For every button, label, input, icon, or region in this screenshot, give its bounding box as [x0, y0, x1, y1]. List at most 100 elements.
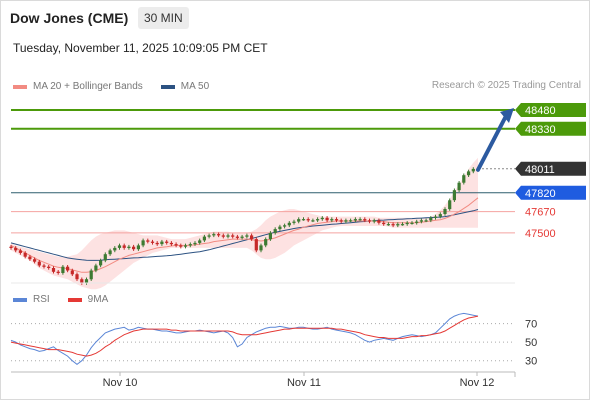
candle-body — [66, 266, 70, 271]
candle-body — [311, 220, 315, 222]
candle-body — [250, 235, 254, 240]
candle-body — [419, 220, 423, 222]
ma20-line — [10, 197, 479, 273]
timestamp: Tuesday, November 11, 2025 10:09:05 PM C… — [13, 41, 268, 55]
candle-body — [127, 246, 131, 248]
candle-body — [467, 171, 471, 176]
candle-body — [61, 266, 65, 273]
candle-body — [325, 217, 329, 221]
legend-swatch-ma20 — [13, 84, 27, 89]
candle-body — [37, 261, 41, 266]
candle-body — [231, 235, 235, 237]
candle-body — [56, 271, 60, 273]
candle-body — [84, 279, 89, 283]
forecast-arrowhead — [500, 108, 514, 124]
legend-swatch-rsi — [13, 297, 27, 302]
candle-body — [278, 226, 282, 230]
candle-body — [297, 219, 301, 222]
ma50-line — [10, 209, 479, 261]
candle-body — [122, 245, 126, 248]
candle-body — [339, 220, 343, 222]
candle-body — [396, 224, 400, 226]
level-label-47820: 47820 — [525, 188, 556, 200]
candle-body — [9, 246, 13, 248]
candle-body — [183, 245, 188, 247]
candle-body — [89, 270, 93, 280]
legend-label-9ma: 9MA — [87, 294, 109, 305]
candle-body — [287, 222, 291, 226]
candle-body — [320, 217, 324, 220]
candle-body — [212, 234, 216, 236]
candle-body — [198, 240, 202, 243]
forecast-arrow — [476, 114, 508, 172]
candle-body — [202, 236, 206, 241]
candle-body — [301, 219, 306, 221]
candle-body — [443, 209, 447, 214]
candle-body — [363, 219, 367, 221]
rsi-series-rsi — [10, 312, 479, 366]
rsi-tick-label: 30 — [525, 356, 537, 368]
candle-body — [179, 245, 183, 247]
price-legend: MA 20 + Bollinger Bands MA 50 — [13, 81, 227, 92]
x-tick-label: Nov 10 — [103, 377, 138, 389]
candle-body — [165, 241, 169, 243]
candle-body — [235, 236, 239, 238]
candle-body — [141, 240, 145, 246]
candle-body — [240, 236, 244, 238]
candle-body — [99, 260, 103, 266]
candle-body — [273, 229, 277, 233]
x-tick-label: Nov 11 — [287, 377, 321, 389]
candle-body — [268, 232, 272, 240]
legend-swatch-9ma — [67, 297, 82, 302]
candle-body — [292, 221, 296, 223]
candle-body — [18, 250, 22, 253]
level-tag-48011 — [515, 161, 586, 176]
candle-body — [438, 214, 442, 217]
candle-body — [316, 219, 320, 221]
candle-body — [150, 241, 155, 243]
candle-body — [80, 279, 84, 283]
level-label-48330: 48330 — [525, 124, 556, 136]
candle-body — [47, 266, 51, 268]
legend-label-rsi: RSI — [33, 294, 50, 305]
level-tag-48330 — [515, 121, 586, 136]
candle-body — [193, 242, 197, 245]
candle-body — [386, 224, 390, 226]
candle-body — [353, 219, 357, 221]
candle-body — [330, 219, 334, 221]
candle-body — [51, 268, 56, 272]
candle-body — [207, 235, 211, 237]
candle-body — [452, 190, 456, 201]
candle-body — [70, 270, 74, 275]
candle-body — [334, 219, 339, 221]
candle-body — [174, 244, 178, 246]
candle-body — [14, 247, 18, 251]
candle-body — [136, 245, 140, 250]
candle-body — [245, 235, 249, 237]
candle-body — [367, 220, 372, 222]
candle-body — [448, 200, 452, 210]
candle-body — [155, 242, 159, 245]
legend-label-ma50: MA 50 — [180, 81, 210, 92]
candle-body — [132, 246, 136, 250]
timeframe-badge[interactable]: 30 MIN — [138, 7, 189, 29]
level-tag-47820 — [515, 185, 586, 200]
rsi-tick-label: 70 — [525, 319, 537, 331]
candle-body — [377, 220, 381, 223]
candle-body — [226, 235, 230, 237]
candle-body — [457, 182, 461, 191]
candle-body — [103, 254, 107, 261]
candle-body — [429, 217, 433, 221]
rsi-series-9ma — [10, 315, 479, 357]
candle-body — [382, 222, 386, 225]
candle-body — [169, 242, 173, 245]
candle-body — [108, 250, 112, 255]
candle-body — [349, 220, 353, 222]
candle-body — [405, 222, 409, 225]
credit-text: Research © 2025 Trading Central — [431, 80, 581, 91]
level-label-48480: 48480 — [525, 105, 556, 117]
candle-body — [75, 274, 79, 280]
candle-body — [33, 259, 37, 262]
candle-body — [117, 245, 122, 248]
